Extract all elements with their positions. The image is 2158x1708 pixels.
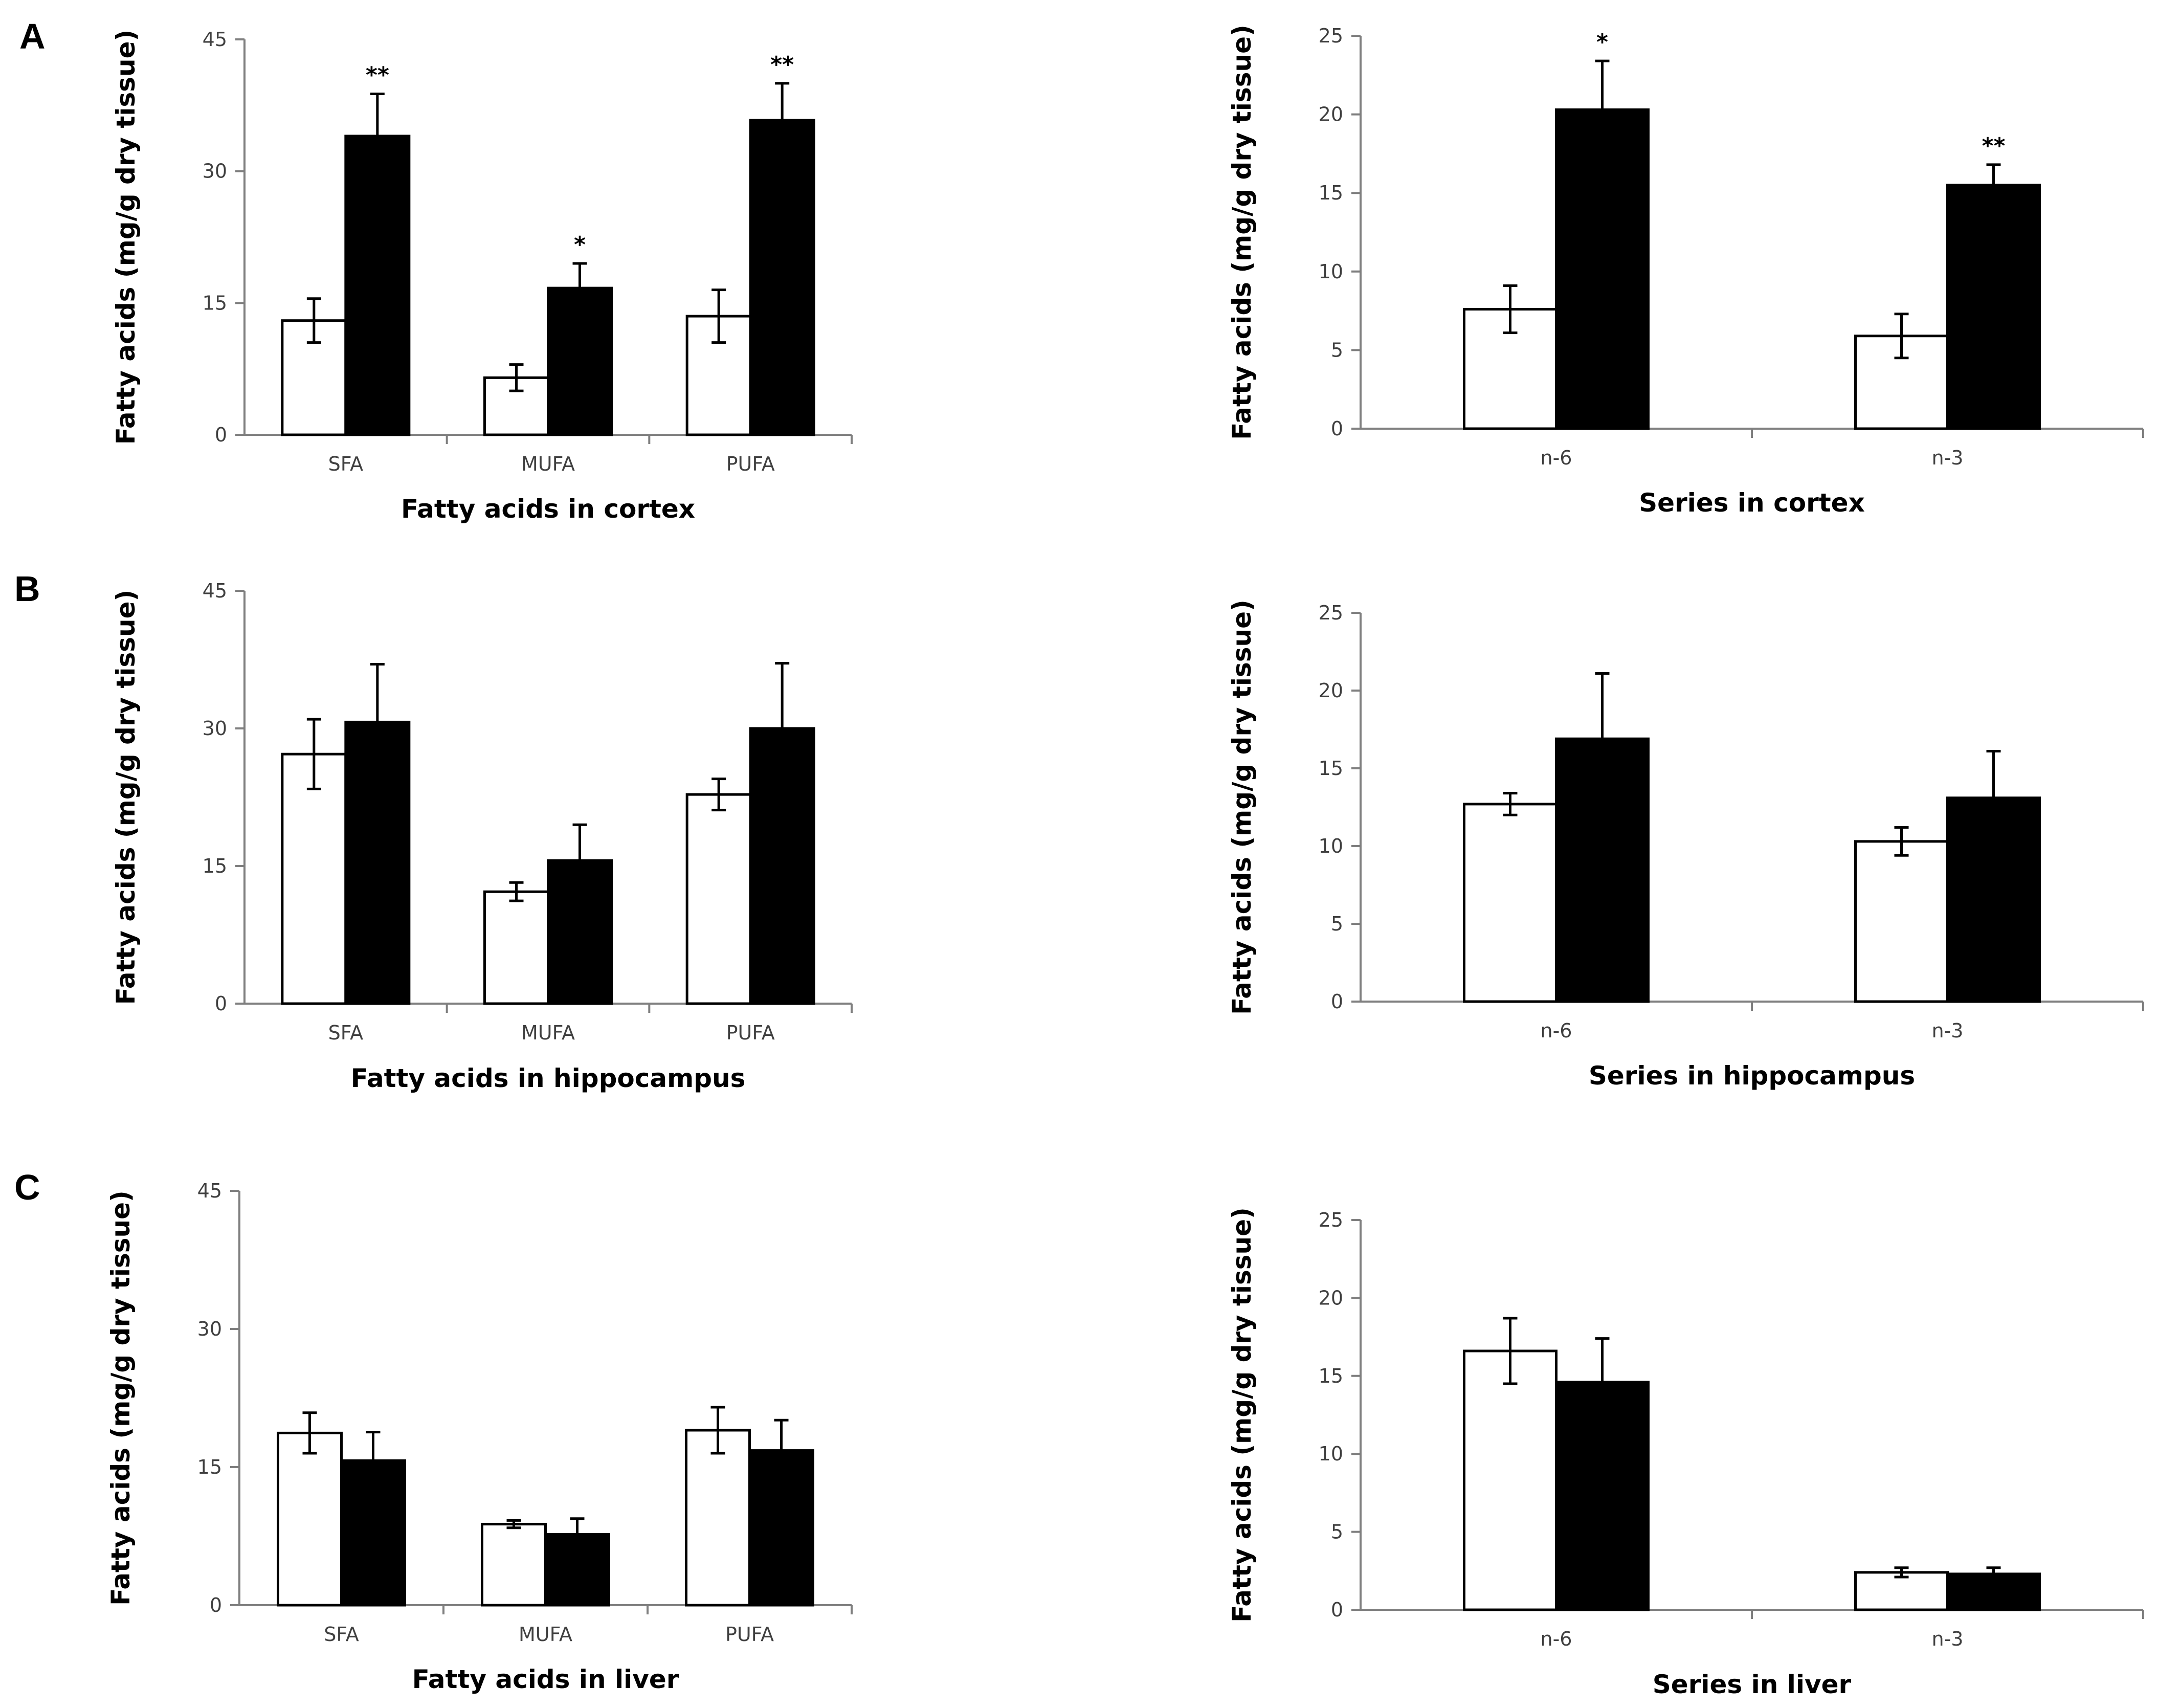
x-axis-title: Fatty acids in hippocampus <box>351 1063 746 1093</box>
y-tick-label: 15 <box>203 855 227 877</box>
y-tick-label: 15 <box>197 1456 222 1478</box>
y-tick-label: 10 <box>1319 835 1343 857</box>
x-axis-title: Series in cortex <box>1639 488 1865 518</box>
bar-treated-n-6 <box>1555 108 1650 430</box>
y-tick-label: 20 <box>1319 1286 1343 1309</box>
x-tick-label: PUFA <box>726 453 775 475</box>
y-tick-label: 45 <box>203 580 227 602</box>
chart-c-right: 0 5 10 15 20 25 n-6 n-3 Series in liver Fatty aci… <box>1227 1207 2144 1699</box>
x-tick-label: SFA <box>328 453 364 475</box>
bar-control-n-6 <box>1463 803 1558 1003</box>
panel-letter-a: A <box>19 16 46 56</box>
x-tick-label: PUFA <box>725 1623 774 1646</box>
x-tick-label: MUFA <box>521 453 575 475</box>
bar-control-PUFA <box>685 793 752 1005</box>
x-tick-label: SFA <box>328 1022 364 1044</box>
y-tick-label: 15 <box>1319 757 1343 780</box>
bar-control-n-3 <box>1854 840 1949 1003</box>
bar-treated-n-3 <box>1946 184 2041 430</box>
x-axis-title: Fatty acids in liver <box>412 1665 679 1694</box>
x-tick-label: MUFA <box>521 1022 575 1044</box>
y-tick-label: 45 <box>203 28 227 51</box>
chart-c-left: 0 15 30 45 SFA MUFA PUFA Fatty acids in liver Fa… <box>106 1180 853 1694</box>
significance-marker: ** <box>366 62 389 88</box>
bar-control-n-6 <box>1463 1349 1558 1611</box>
significance-marker: ** <box>770 52 794 78</box>
chart-b-left: 0 15 30 45 SFA MUFA PUFA Fatty acids in hippoca… <box>111 580 853 1093</box>
y-tick-label: 10 <box>1319 1443 1343 1465</box>
y-tick-label: 20 <box>1319 679 1343 702</box>
y-tick-label: 0 <box>210 1594 222 1616</box>
x-tick-label: n-6 <box>1541 1019 1572 1042</box>
x-axis-title: Series in hippocampus <box>1589 1061 1915 1091</box>
y-tick-label: 45 <box>197 1180 222 1202</box>
chart-a-left: 0 15 30 45 ** SFA * MUFA ** PUFA Fatty acids in co… <box>111 28 853 524</box>
y-tick-label: 0 <box>1331 1599 1343 1621</box>
panel-letter-c: C <box>14 1167 40 1207</box>
bar-treated-PUFA <box>749 119 815 436</box>
bar-control-SFA <box>281 752 347 1005</box>
y-axis-title: Fatty acids (mg/g dry tissue) <box>1227 25 1257 440</box>
x-axis-title: Series in liver <box>1653 1670 1852 1699</box>
panel-letter-b: B <box>14 569 40 609</box>
y-tick-label: 0 <box>215 992 227 1015</box>
y-tick-label: 30 <box>197 1318 222 1340</box>
y-tick-label: 15 <box>1319 182 1343 204</box>
y-tick-label: 15 <box>203 292 227 314</box>
y-tick-label: 5 <box>1331 913 1343 935</box>
y-axis-title: Fatty acids (mg/g dry tissue) <box>111 590 141 1005</box>
bar-treated-SFA <box>344 135 411 436</box>
significance-marker: * <box>1596 29 1608 55</box>
chart-a-right: 0 5 10 15 20 25 * n-6 ** n-3 Series in cortex Fatty… <box>1227 25 2144 518</box>
bar-control-PUFA <box>685 1429 751 1607</box>
bar-control-SFA <box>277 1431 343 1607</box>
y-tick-label: 10 <box>1319 260 1343 283</box>
y-axis-title: Fatty acids (mg/g dry tissue) <box>106 1190 136 1606</box>
y-tick-label: 5 <box>1331 1521 1343 1543</box>
chart-b-right: 0 5 10 15 20 25 n-6 n-3 Series in hippocampus Fat… <box>1227 600 2144 1091</box>
x-tick-label: n-3 <box>1932 1019 1964 1042</box>
x-tick-label: n-6 <box>1541 1628 1572 1650</box>
x-tick-label: n-3 <box>1932 447 1964 469</box>
y-tick-label: 25 <box>1319 1209 1343 1231</box>
x-tick-label: n-6 <box>1541 447 1572 469</box>
significance-marker: * <box>574 232 586 258</box>
y-tick-label: 30 <box>203 160 227 183</box>
x-axis-title: Fatty acids in cortex <box>401 494 695 524</box>
x-tick-label: n-3 <box>1932 1628 1964 1650</box>
y-tick-label: 0 <box>215 424 227 446</box>
bar-treated-SFA <box>344 720 411 1005</box>
y-tick-label: 15 <box>1319 1365 1343 1387</box>
y-tick-label: 5 <box>1331 339 1343 361</box>
bar-control-MUFA <box>481 1523 547 1607</box>
y-tick-label: 25 <box>1319 25 1343 47</box>
x-tick-label: SFA <box>324 1623 359 1646</box>
significance-marker: ** <box>1982 133 2005 159</box>
y-tick-label: 25 <box>1319 602 1343 624</box>
y-tick-label: 0 <box>1331 990 1343 1013</box>
x-tick-label: PUFA <box>726 1022 775 1044</box>
y-tick-label: 20 <box>1319 103 1343 126</box>
y-tick-label: 0 <box>1331 417 1343 440</box>
y-axis-title: Fatty acids (mg/g dry tissue) <box>111 30 141 445</box>
x-tick-label: MUFA <box>519 1623 572 1646</box>
y-axis-title: Fatty acids (mg/g dry tissue) <box>1227 1207 1257 1623</box>
y-tick-label: 30 <box>203 717 227 740</box>
bar-control-MUFA <box>483 890 549 1005</box>
y-axis-title: Fatty acids (mg/g dry tissue) <box>1227 600 1257 1015</box>
